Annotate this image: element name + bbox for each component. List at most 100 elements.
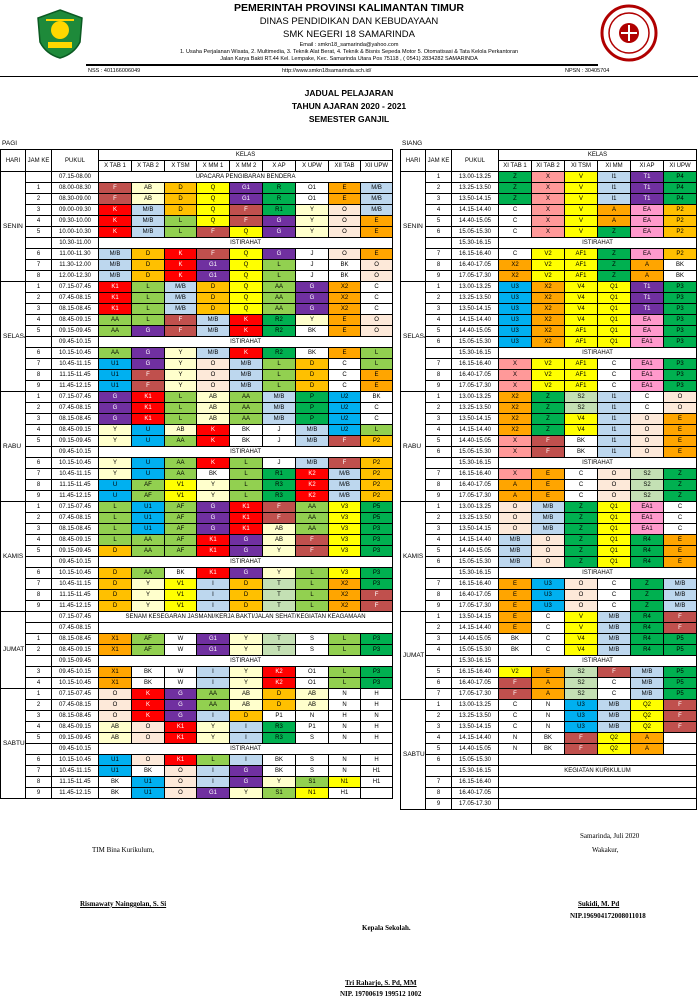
subject-cell: R4 (630, 545, 664, 557)
time-range: 08.45-09.15 (51, 644, 99, 656)
subject-cell: P3 (662, 380, 698, 392)
subject-cell: M/B (295, 457, 329, 469)
subject-cell: H (359, 721, 394, 733)
subject-cell: X2 (498, 259, 532, 271)
subject-cell: Z (597, 259, 631, 271)
subject-cell: O (164, 765, 197, 777)
subject-cell: EA (630, 248, 664, 260)
period-number: 8 (25, 369, 52, 381)
subject-cell: S2 (564, 391, 598, 403)
subject-cell: A (498, 479, 532, 491)
subject-cell: AA (164, 468, 197, 480)
time-range: 07.15-07.45 (51, 281, 99, 293)
header-row: HARI JAM KE PUKUL KELAS (400, 149, 698, 172)
subject-cell: J (262, 435, 296, 447)
siang-section-label: SIANG (402, 140, 423, 147)
subject-cell: Y (295, 226, 329, 238)
period-number: 3 (425, 413, 452, 425)
subject-cell: E (328, 193, 361, 205)
subject-cell: BK (359, 391, 394, 403)
time-range: 13.25-13.50 (451, 402, 499, 414)
subject-cell: O (531, 556, 565, 568)
subject-cell: V (564, 182, 598, 194)
subject-cell: AA (295, 523, 329, 535)
time-range: 13.25-13.50 (451, 292, 499, 304)
subject-cell: C (498, 710, 532, 722)
subject-cell: BK (328, 270, 361, 282)
subject-cell: D (196, 281, 230, 293)
subject-cell: U3 (498, 303, 532, 315)
subject-cell: M/B (328, 490, 361, 502)
subject-cell: P3 (662, 325, 698, 337)
subject-cell: S2 (564, 666, 598, 678)
time-range: 10.00-10.30 (51, 226, 99, 238)
time-range: 16.15-16.40 (451, 666, 499, 678)
subject-cell: S2 (630, 479, 664, 491)
time-range: 14.15-14.40 (451, 534, 499, 546)
subject-cell (359, 787, 394, 799)
subject-cell: H1 (359, 765, 394, 777)
subject-cell: F (98, 193, 132, 205)
table-row: 9 17.05-17.30 A E C O S2 Z (401, 490, 698, 502)
subject-cell: K (131, 688, 165, 700)
subject-cell: O (196, 369, 230, 381)
subject-cell: G (262, 215, 296, 227)
subject-cell: C (328, 380, 361, 392)
time-range: 16.40-17.05 (451, 589, 499, 601)
agency-name: DINAS PENDIDIKAN DAN KEBUDAYAAN (259, 16, 439, 27)
time-range: 09.15-09.45 (51, 325, 99, 337)
subject-cell: U3 (498, 292, 532, 304)
subject-cell: V3 (328, 512, 361, 524)
class-header: X MM 1 (196, 160, 230, 172)
subject-cell: D (164, 193, 197, 205)
time-range: 07.45-08.15 (51, 699, 99, 711)
subject-cell: J (295, 248, 329, 260)
subject-cell: P3 (662, 358, 698, 370)
subject-cell: V4 (564, 633, 598, 645)
school-address: Jalan Karya Bakti RT.44 Kel. Lempake, Ke… (220, 56, 478, 62)
period-number: 8 (425, 369, 452, 381)
table-row: 15.30-16.15 ISTIRAHAT (401, 237, 698, 249)
time-range: 11.15-11.45 (51, 369, 99, 381)
subject-cell: AA (131, 567, 165, 579)
time-range: 10.45-11.15 (51, 468, 99, 480)
table-row: 7 16.15-16.40 X V2 AF1 C EA1 P3 (401, 358, 698, 370)
subject-cell: P4 (662, 182, 698, 194)
subject-cell: K (196, 424, 230, 436)
subject-cell: M/B (597, 611, 631, 623)
subject-cell: R1 (262, 468, 296, 480)
subject-cell: O (564, 578, 598, 590)
subject-cell: E (662, 545, 698, 557)
subject-cell: AB (131, 193, 165, 205)
period-number: 2 (25, 512, 52, 524)
subject-cell: D (131, 248, 165, 260)
subject-cell: E (328, 347, 361, 359)
subject-cell: X (498, 446, 532, 458)
subject-cell: V4 (564, 413, 598, 425)
subject-cell: H (359, 754, 394, 766)
subject-cell: U2 (328, 413, 361, 425)
subject-cell: O1 (295, 677, 329, 689)
subject-cell: N (328, 699, 361, 711)
subject-cell: M/B (662, 578, 698, 590)
subject-cell: Z (564, 534, 598, 546)
subject-cell: O (164, 787, 197, 799)
subject-cell: K1 (229, 523, 263, 535)
subject-cell: P5 (359, 512, 394, 524)
subject-cell: Z (662, 479, 698, 491)
subject-cell: Q (229, 303, 263, 315)
subject-cell: BK (262, 754, 296, 766)
period-number: 6 (25, 248, 52, 260)
time-range: 16.15-16.40 (451, 776, 499, 788)
subject-cell: Y (164, 358, 197, 370)
subject-cell: C (498, 226, 532, 238)
subject-cell: P5 (662, 666, 698, 678)
subject-cell: V2 (531, 369, 565, 381)
period-number: 4 (25, 721, 52, 733)
subject-cell: F (295, 534, 329, 546)
subject-cell: S2 (630, 468, 664, 480)
subject-cell: D (229, 578, 263, 590)
subject-cell: AA (229, 391, 263, 403)
subject-cell: C (498, 721, 532, 733)
subject-cell: A (630, 743, 664, 755)
